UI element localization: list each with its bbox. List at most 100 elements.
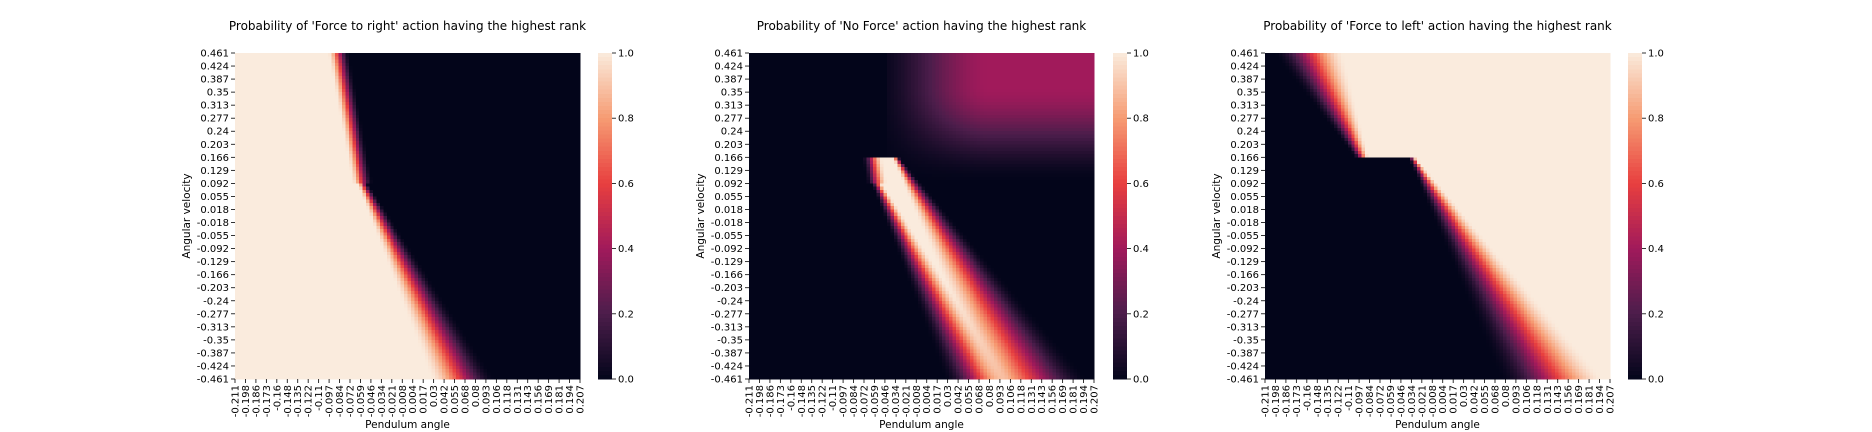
heatmap-cell (242, 102, 246, 106)
heatmap-cell (521, 183, 525, 187)
heatmap-cell (356, 164, 360, 168)
heatmap-cell (432, 60, 436, 64)
heatmap-cell (359, 118, 363, 122)
heatmap-cell (480, 76, 484, 80)
heatmap-cell (539, 102, 543, 106)
heatmap-cell (390, 89, 394, 93)
heatmap-cell (328, 157, 332, 161)
heatmap-cell (442, 53, 446, 57)
heatmap-cell (321, 131, 325, 135)
heatmap-cell (380, 108, 384, 112)
heatmap-cell (352, 99, 356, 103)
heatmap-cell (311, 154, 315, 158)
heatmap-cell (521, 108, 525, 112)
heatmap-cell (397, 144, 401, 148)
heatmap-cell (352, 187, 356, 191)
heatmap-cell (280, 66, 284, 70)
heatmap-cell (311, 128, 315, 132)
heatmap-cell (294, 63, 298, 67)
heatmap-cell (411, 66, 415, 70)
heatmap-cell (490, 144, 494, 148)
heatmap-cell (494, 121, 498, 125)
heatmap-cell (401, 105, 405, 109)
heatmap-cell (356, 108, 360, 112)
heatmap-cell (387, 131, 391, 135)
heatmap-cell (442, 135, 446, 139)
heatmap-cell (263, 69, 267, 73)
heatmap-cell (470, 92, 474, 96)
heatmap-cell (373, 141, 377, 145)
heatmap-cell (456, 167, 460, 171)
heatmap-cell (508, 89, 512, 93)
heatmap-cell (238, 79, 242, 83)
heatmap-cell (521, 125, 525, 129)
heatmap-cell (304, 167, 308, 171)
heatmap-cell (432, 154, 436, 158)
heatmap-cell (542, 193, 546, 197)
heatmap-cell (539, 56, 543, 60)
heatmap-cell (352, 82, 356, 86)
heatmap-cell (577, 161, 581, 165)
heatmap-cell (345, 60, 349, 64)
heatmap-cell (459, 82, 463, 86)
heatmap-cell (577, 66, 581, 70)
heatmap-cell (511, 56, 515, 60)
heatmap-cell (321, 144, 325, 148)
heatmap-cell (252, 63, 256, 67)
heatmap-cell (414, 69, 418, 73)
heatmap-cell (245, 89, 249, 93)
heatmap-cell (363, 190, 367, 194)
heatmap-cell (352, 196, 356, 200)
heatmap-cell (383, 180, 387, 184)
heatmap-cell (497, 73, 501, 77)
heatmap-cell (477, 92, 481, 96)
heatmap-cell (480, 148, 484, 152)
heatmap-cell (345, 174, 349, 178)
heatmap-cell (245, 177, 249, 181)
heatmap-cell (480, 200, 484, 204)
heatmap-cell (311, 193, 315, 197)
heatmap-cell (452, 86, 456, 90)
heatmap-cell (352, 89, 356, 93)
heatmap-cell (301, 53, 305, 57)
heatmap-cell (280, 167, 284, 171)
heatmap-cell (314, 63, 318, 67)
heatmap-cell (287, 187, 291, 191)
heatmap-cell (449, 60, 453, 64)
heatmap-cell (477, 69, 481, 73)
heatmap-cell (380, 148, 384, 152)
heatmap-cell (421, 125, 425, 129)
heatmap-cell (504, 118, 508, 122)
heatmap-cell (401, 183, 405, 187)
heatmap-cell (432, 174, 436, 178)
heatmap-cell (432, 53, 436, 57)
heatmap-cell (252, 164, 256, 168)
heatmap-cell (242, 161, 246, 165)
heatmap-cell (473, 102, 477, 106)
heatmap-cell (376, 53, 380, 57)
heatmap-cell (280, 89, 284, 93)
heatmap-cell (487, 108, 491, 112)
heatmap-cell (452, 196, 456, 200)
heatmap-cell (449, 56, 453, 60)
heatmap-cell (411, 63, 415, 67)
heatmap-cell (418, 105, 422, 109)
heatmap-cell (532, 177, 536, 181)
heatmap-cell (352, 203, 356, 207)
heatmap-cell (518, 154, 522, 158)
heatmap-cell (442, 121, 446, 125)
heatmap-cell (577, 177, 581, 181)
heatmap-cell (359, 89, 363, 93)
heatmap-cell (304, 63, 308, 67)
heatmap-cell (518, 66, 522, 70)
heatmap-cell (290, 170, 294, 174)
heatmap-cell (339, 60, 343, 64)
heatmap-cell (518, 63, 522, 67)
heatmap-cell (497, 125, 501, 129)
heatmap-cell (559, 161, 563, 165)
heatmap-cell (311, 108, 315, 112)
heatmap-cell (559, 144, 563, 148)
heatmap-cell (473, 118, 477, 122)
heatmap-cell (570, 154, 574, 158)
heatmap-cell (345, 180, 349, 184)
